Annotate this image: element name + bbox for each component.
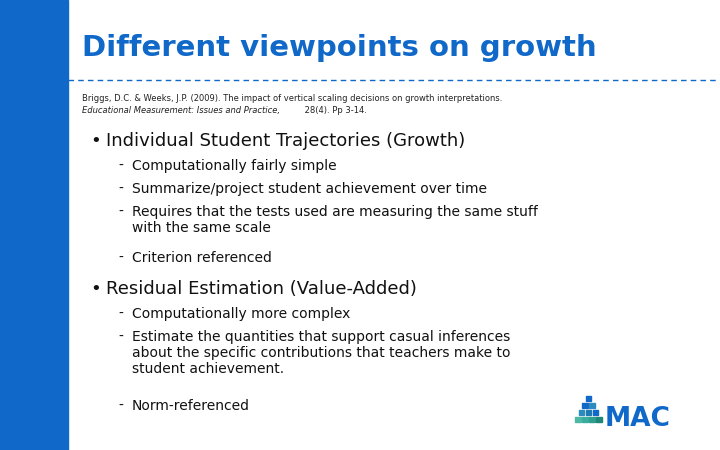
Text: -: - [118,159,123,173]
Text: Individual Student Trajectories (Growth): Individual Student Trajectories (Growth) [106,132,465,150]
Bar [582,402,588,408]
Bar [578,410,584,415]
Bar [585,410,591,415]
Text: Norm-referenced: Norm-referenced [132,399,250,413]
Text: Computationally more complex: Computationally more complex [132,307,351,321]
Text: -: - [118,182,123,196]
Text: Different viewpoints on growth: Different viewpoints on growth [82,34,597,62]
Text: -: - [118,330,123,344]
Bar [589,402,595,408]
Bar [582,417,588,422]
Text: 28(4). Pp 3-14.: 28(4). Pp 3-14. [302,106,367,115]
Bar [0,0,68,450]
Text: •: • [90,280,101,298]
Text: Estimate the quantities that support casual inferences
about the specific contri: Estimate the quantities that support cas… [132,330,510,376]
Text: •: • [90,132,101,150]
Text: Requires that the tests used are measuring the same stuff
with the same scale: Requires that the tests used are measuri… [132,205,538,235]
Text: Criterion referenced: Criterion referenced [132,251,272,265]
Bar [575,417,580,422]
Text: Briggs, D.C. & Weeks, J.P. (2009). The impact of vertical scaling decisions on g: Briggs, D.C. & Weeks, J.P. (2009). The i… [82,94,505,103]
Bar [593,410,598,415]
Text: -: - [118,205,123,219]
Text: -: - [118,399,123,413]
Bar [585,396,591,401]
Text: -: - [118,307,123,321]
Text: MAC: MAC [605,406,671,432]
Text: Computationally fairly simple: Computationally fairly simple [132,159,337,173]
Text: Educational Measurement: Issues and Practice,: Educational Measurement: Issues and Prac… [82,106,280,115]
Text: -: - [118,251,123,265]
Text: Summarize/project student achievement over time: Summarize/project student achievement ov… [132,182,487,196]
Bar [589,417,595,422]
Bar [596,417,601,422]
Text: Residual Estimation (Value-Added): Residual Estimation (Value-Added) [106,280,417,298]
